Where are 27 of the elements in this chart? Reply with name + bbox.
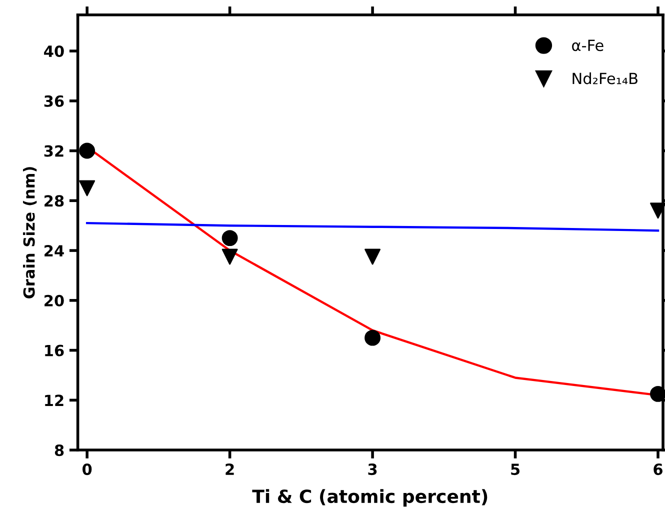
point: [79, 142, 96, 159]
y-axis-title: Grain Size (nm): [23, 167, 37, 298]
x-tick-label: 5: [511, 464, 520, 476]
y-tick-label: 40: [44, 45, 64, 58]
point: [650, 386, 665, 402]
y-tick-label: 24: [44, 244, 64, 256]
y-tick-label: 8: [54, 444, 64, 456]
point: [650, 202, 665, 219]
line-series: [86, 222, 660, 232]
y-tick-label: 36: [44, 95, 64, 107]
y-tick-label: 28: [44, 195, 64, 207]
x-tick-label: 3: [368, 464, 377, 476]
x-tick-label: 6: [654, 464, 663, 476]
point: [222, 248, 238, 265]
point: [364, 248, 381, 265]
y-tick-label: 32: [44, 145, 64, 157]
point: [364, 330, 381, 346]
y-tick-label: 20: [44, 294, 64, 306]
point: [222, 230, 238, 246]
x-axis-title: Ti & C (atomic percent): [252, 489, 488, 507]
y-tick-label: 16: [45, 344, 64, 356]
legend-label: α-Fe: [572, 40, 604, 52]
point: [79, 180, 96, 196]
y-tick-label: 12: [45, 394, 64, 406]
legend-label: Nd₂Fe₁₄B: [572, 72, 638, 84]
x-tick-label: 2: [226, 464, 234, 475]
x-tick-label: 0: [82, 464, 92, 476]
